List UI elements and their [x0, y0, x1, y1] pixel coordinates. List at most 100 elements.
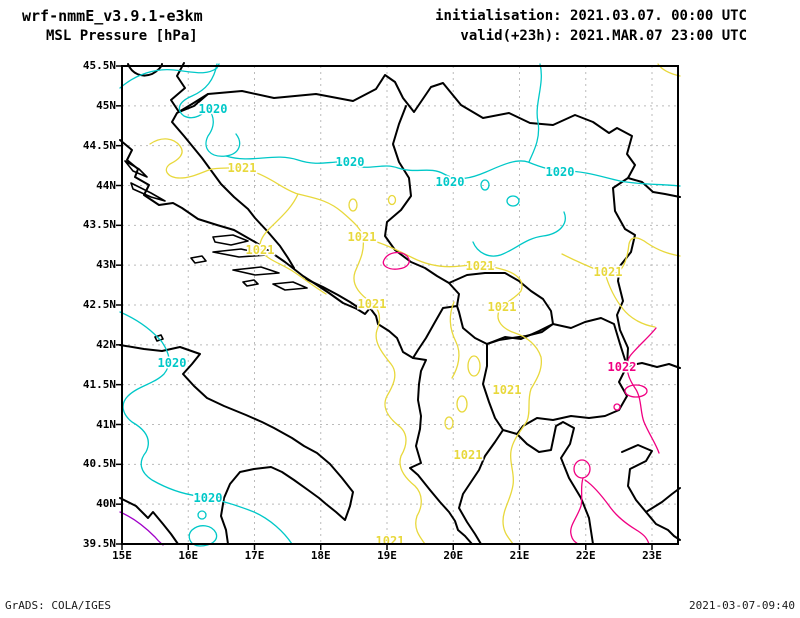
valid-time-label: valid(+23h): 2021.MAR.07 23:00 UTC: [460, 28, 747, 44]
contour-1021-closed: [348, 198, 358, 212]
grads-credit: GrADS: COLA/IGES: [5, 599, 111, 612]
x-axis-tick-label: 19E: [377, 549, 397, 562]
generation-timestamp: 2021-03-07-09:40: [689, 599, 795, 612]
contour-label-1021: 1021: [376, 534, 405, 548]
x-axis-tick-label: 20E: [443, 549, 464, 562]
contour-1022-closed: [613, 403, 621, 411]
coastlines-and-borders: [119, 62, 681, 545]
contour-1021-line: [561, 237, 681, 275]
y-axis-tick-label: 41N: [96, 417, 116, 431]
contour-label-1020: 1020: [436, 175, 465, 189]
contour-1022-group: [382, 251, 660, 545]
x-axis-tick-label: 22E: [575, 549, 596, 562]
contour-label-1020: 1020: [194, 491, 223, 505]
contour-1022-closed: [382, 251, 410, 270]
y-axis-tick-label: 45N: [96, 98, 116, 112]
contour-1021-closed: [456, 395, 468, 413]
contour-1021-line: [604, 272, 656, 328]
contour-label-1020: 1020: [546, 165, 575, 179]
contour-1021-closed: [467, 355, 481, 377]
border-greece-south: [516, 421, 594, 545]
x-axis-tick-label: 18E: [310, 549, 331, 562]
y-axis-tick-label: 40.5N: [82, 457, 116, 471]
contour-1022-line: [570, 477, 584, 545]
border-macedonia: [482, 317, 628, 435]
contour-1020-line: [119, 311, 293, 545]
contour-1021-closed: [444, 416, 454, 430]
contour-label-1021: 1021: [358, 297, 387, 311]
contour-label-1020: 1020: [336, 155, 365, 169]
y-axis-tick-label: 41.5N: [82, 377, 116, 391]
contour-label-1021: 1021: [493, 383, 522, 397]
contour-1020-group: [119, 63, 681, 547]
border-east-exit: [627, 177, 681, 198]
border-bosnia-sw: [171, 93, 295, 269]
border-bulgaria-greece-east: [626, 362, 681, 369]
contour-1021-closed: [387, 194, 397, 206]
contour-1020-closed: [506, 195, 520, 207]
contour-1020-closed: [480, 179, 490, 191]
border-albania-greece: [458, 429, 504, 545]
coast-italy-puglia: [119, 344, 354, 545]
contour-label-1021: 1021: [594, 265, 623, 279]
map-plot: 1020 1020 1020 1020 1020 1020 1021 1021 1021 1021…: [116, 62, 681, 550]
y-axis-tick-label: 39.5N: [82, 537, 116, 550]
contour-1020-line: [205, 107, 241, 157]
contour-label-1021: 1021: [454, 448, 483, 462]
y-axis-tick-label: 42.5N: [82, 298, 116, 311]
title-block: wrf-nmmE_v3.9.1-e3km MSL Pressure [hPa]: [22, 6, 203, 46]
contour-1020-closed: [188, 525, 218, 547]
contour-1022-closed: [624, 384, 648, 398]
x-axis-tick-label: 21E: [509, 549, 530, 562]
y-axis-tick-label: 45.5N: [82, 59, 116, 72]
contour-1020-line: [472, 211, 566, 257]
x-axis-tick-label: 16E: [178, 549, 199, 562]
contour-1022-line: [626, 327, 660, 454]
contour-1021-line: [362, 237, 543, 545]
contour-1021-line: [149, 138, 213, 179]
y-axis-tick-label: 43.5N: [82, 218, 116, 232]
y-axis-tick-label: 44N: [96, 178, 116, 192]
contour-1020-line: [178, 63, 218, 119]
contour-1022-line: [584, 479, 650, 545]
adriatic-islands: [124, 160, 308, 342]
x-axis-tick-label: 23E: [642, 549, 662, 562]
grid-lines: [122, 66, 678, 545]
init-time-label: initialisation: 2021.03.07. 00:00 UTC: [435, 8, 747, 24]
y-axis-tick-label: 40N: [96, 497, 116, 511]
border-drina-montenegro: [384, 105, 460, 359]
plot-frame: [121, 65, 679, 545]
contour-label-1020: 1020: [158, 356, 187, 370]
contour-label-1021: 1021: [488, 300, 517, 314]
contour-1022-closed: [573, 459, 591, 479]
y-axis-tick-label: 42N: [96, 337, 116, 351]
border-north-chain: [170, 62, 636, 367]
x-axis-tick-label: 17E: [244, 549, 265, 562]
border-bottom-right-meander: [621, 444, 681, 541]
border-kosovo: [448, 272, 554, 345]
contour-label-1022: 1022: [608, 360, 637, 374]
contour-label-1021: 1021: [228, 161, 257, 175]
contour-1021-group: [149, 63, 681, 545]
contour-1021-line: [259, 193, 327, 295]
border-coastal-strip: [305, 278, 360, 309]
contour-1020-closed: [197, 510, 207, 520]
border-bottom-right-branch: [645, 487, 681, 513]
contour-1020-line: [119, 63, 220, 89]
x-axis-tick-label: 15E: [112, 549, 132, 562]
coast-adriatic-east: [119, 139, 473, 545]
contour-label-1021: 1021: [348, 230, 377, 244]
time-block: initialisation: 2021.03.07. 00:00 UTC va…: [435, 6, 747, 46]
contour-1020-line: [225, 155, 681, 187]
contour-1021-line: [449, 301, 460, 379]
contour-label-1021: 1021: [246, 243, 275, 257]
contour-label-1021: 1021: [466, 259, 495, 273]
contour-1020-line: [528, 63, 542, 163]
contour-labels: 1020 1020 1020 1020 1020 1020 1021 1021 1021 1021…: [156, 101, 638, 550]
model-title: wrf-nmmE_v3.9.1-e3km: [22, 7, 203, 25]
field-title: MSL Pressure [hPa]: [46, 28, 198, 44]
contour-label-1020: 1020: [199, 102, 228, 116]
coast-calabria: [119, 497, 179, 545]
contour-1021-line: [211, 167, 426, 545]
